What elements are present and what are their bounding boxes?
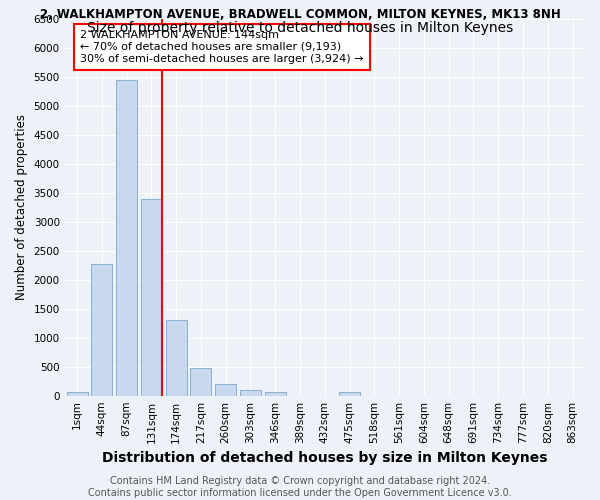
Bar bbox=[91, 264, 112, 396]
Text: 2, WALKHAMPTON AVENUE, BRADWELL COMMON, MILTON KEYNES, MK13 8NH: 2, WALKHAMPTON AVENUE, BRADWELL COMMON, … bbox=[40, 8, 560, 20]
Text: Size of property relative to detached houses in Milton Keynes: Size of property relative to detached ho… bbox=[87, 21, 513, 35]
Bar bbox=[190, 368, 211, 396]
Text: Contains HM Land Registry data © Crown copyright and database right 2024.
Contai: Contains HM Land Registry data © Crown c… bbox=[88, 476, 512, 498]
X-axis label: Distribution of detached houses by size in Milton Keynes: Distribution of detached houses by size … bbox=[102, 451, 548, 465]
Bar bbox=[141, 198, 162, 396]
Bar bbox=[67, 392, 88, 396]
Bar bbox=[116, 80, 137, 396]
Bar bbox=[166, 320, 187, 396]
Bar bbox=[215, 384, 236, 396]
Text: 2 WALKHAMPTON AVENUE: 144sqm
← 70% of detached houses are smaller (9,193)
30% of: 2 WALKHAMPTON AVENUE: 144sqm ← 70% of de… bbox=[80, 30, 364, 64]
Bar bbox=[265, 392, 286, 396]
Bar bbox=[240, 390, 261, 396]
Bar bbox=[339, 392, 360, 396]
Y-axis label: Number of detached properties: Number of detached properties bbox=[15, 114, 28, 300]
